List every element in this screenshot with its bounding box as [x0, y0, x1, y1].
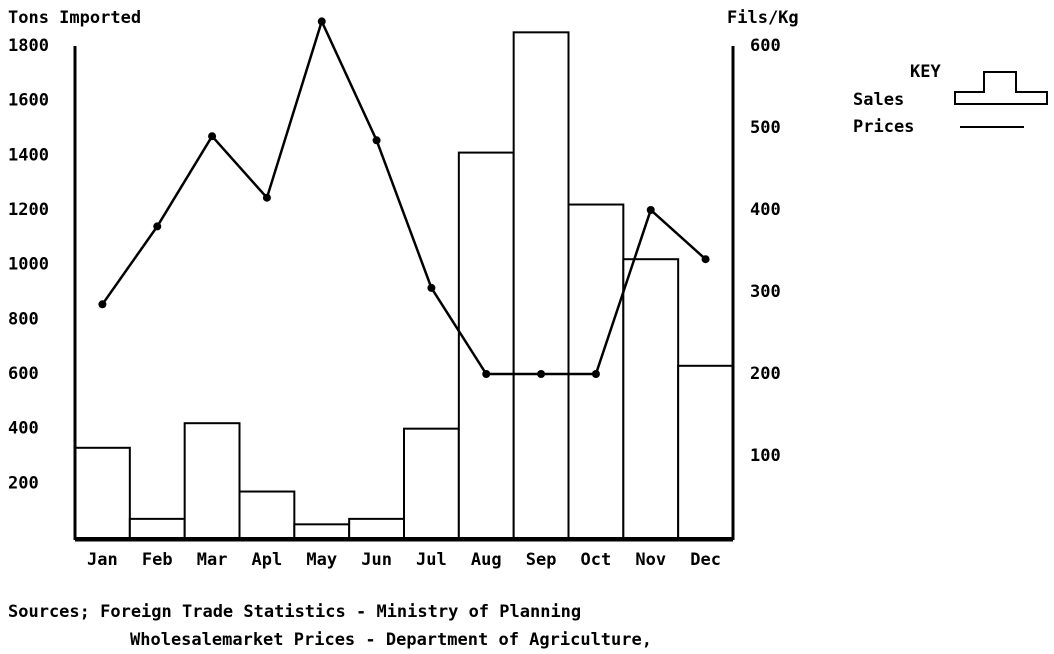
bar — [128, 517, 186, 539]
price-point — [208, 132, 217, 141]
x-tick-label: Dec — [690, 550, 721, 570]
y2-tick-label: 200 — [750, 364, 781, 384]
x-tick-label: Jan — [87, 550, 118, 570]
x-tick-label: Mar — [197, 550, 228, 570]
y2-tick-label: 500 — [750, 118, 781, 138]
price-line — [101, 17, 707, 376]
y-tick-label: 1200 — [8, 200, 49, 220]
y2-tick-label: 600 — [750, 36, 781, 56]
price-point — [482, 370, 491, 378]
price-point — [591, 370, 600, 378]
x-tick-label: May — [306, 550, 337, 570]
price-point — [372, 136, 381, 145]
y-tick-label: 1800 — [8, 36, 49, 56]
y-tick-label: 1600 — [8, 91, 49, 111]
bar — [238, 490, 296, 539]
bar — [622, 258, 680, 539]
x-tick-label: Jul — [416, 550, 447, 570]
y-tick-label: 1400 — [8, 145, 49, 165]
legend-label: Prices — [853, 117, 914, 137]
bar — [348, 517, 405, 539]
price-point — [427, 283, 436, 292]
bar — [403, 427, 460, 539]
y2-tick-label: 300 — [750, 282, 781, 302]
legend-label: Sales — [853, 90, 904, 110]
bar — [183, 422, 241, 540]
price-point — [646, 206, 655, 214]
x-tick-label: Oct — [581, 550, 612, 570]
y-tick-label: 800 — [8, 309, 39, 329]
x-tick-label: Feb — [142, 550, 173, 570]
legend-title: KEY — [910, 62, 941, 82]
x-tick-label: Sep — [526, 550, 557, 570]
x-tick-label: Nov — [635, 550, 666, 570]
y-tick-label: 1000 — [8, 255, 49, 275]
bar — [512, 31, 570, 539]
bar — [677, 364, 735, 539]
source-note: Sources; Foreign Trade Statistics - Mini… — [8, 602, 581, 622]
y2-axis-title: Fils/Kg — [727, 8, 799, 28]
y-tick-label: 200 — [8, 473, 39, 493]
y-axis-title: Tons Imported — [8, 8, 141, 28]
price-point — [98, 300, 107, 309]
bar — [74, 446, 131, 539]
price-point — [701, 255, 710, 264]
price-point — [317, 17, 326, 26]
price-point — [537, 370, 546, 378]
x-tick-label: Apl — [252, 550, 283, 570]
y-tick-label: 600 — [8, 364, 39, 384]
price-point — [262, 193, 271, 202]
source-note: Wholesalemarket Prices - Department of A… — [130, 630, 652, 650]
price-point — [153, 222, 162, 231]
x-tick-label: Jun — [361, 550, 392, 570]
y-tick-label: 400 — [8, 419, 39, 439]
y2-tick-label: 100 — [750, 446, 781, 466]
x-tick-label: Aug — [471, 550, 502, 570]
legend-bar-icon — [954, 71, 1048, 105]
y2-tick-label: 400 — [750, 200, 781, 220]
bar — [293, 523, 351, 539]
